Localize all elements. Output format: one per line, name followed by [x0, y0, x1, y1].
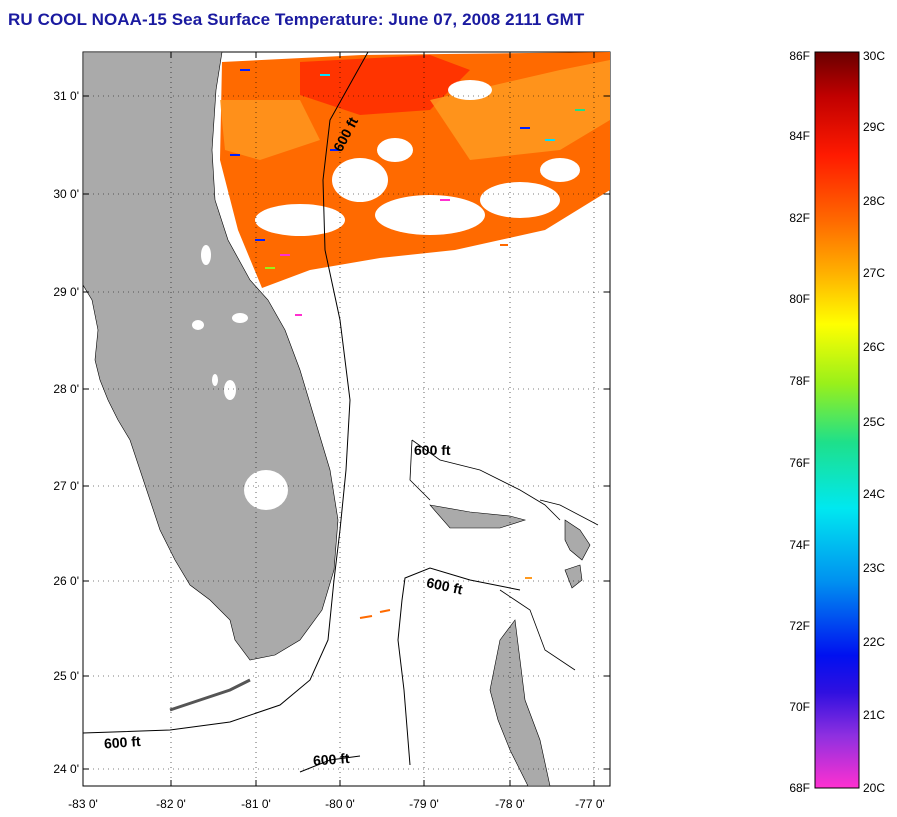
lon-label-78: -78 0'	[495, 797, 525, 811]
colorbar-c-22: 22C	[863, 635, 885, 649]
colorbar-f-78: 78F	[789, 374, 810, 388]
lat-label-25: 25 0'	[53, 669, 79, 683]
colorbar-f-84: 84F	[789, 129, 810, 143]
contour-label-bahamas-north: 600 ft	[414, 442, 451, 458]
colorbar-f-76: 76F	[789, 456, 810, 470]
colorbar-c-24: 24C	[863, 487, 885, 501]
colorbar-f-80: 80F	[789, 292, 810, 306]
map-title: RU COOL NOAA-15 Sea Surface Temperature:…	[8, 10, 585, 29]
colorbar-c-27: 27C	[863, 266, 885, 280]
lat-label-31: 31 0'	[53, 89, 79, 103]
colorbar-c-29: 29C	[863, 120, 885, 134]
lat-label-30: 30 0'	[53, 187, 79, 201]
colorbar-c-26: 26C	[863, 340, 885, 354]
tick-marks	[83, 52, 610, 786]
contour-label-south: 600 ft	[312, 750, 350, 769]
lon-label-77: -77 0'	[575, 797, 605, 811]
colorbar-c-28: 28C	[863, 194, 885, 208]
lon-label-83: -83 0'	[68, 797, 98, 811]
lat-label-29: 29 0'	[53, 285, 79, 299]
lakes	[192, 245, 288, 510]
lon-label-81: -81 0'	[241, 797, 271, 811]
colorbar-c-20: 20C	[863, 781, 885, 795]
colorbar-f-82: 82F	[789, 211, 810, 225]
bahamas-bank-outline	[409, 439, 599, 671]
sst-swath	[220, 52, 610, 619]
colorbar	[814, 51, 860, 789]
colorbar-f-86: 86F	[789, 49, 810, 63]
lat-label-28: 28 0'	[53, 382, 79, 396]
lon-label-79: -79 0'	[409, 797, 439, 811]
colorbar-f-74: 74F	[789, 538, 810, 552]
colorbar-f-70: 70F	[789, 700, 810, 714]
florida-keys	[169, 678, 251, 712]
lon-label-82: -82 0'	[156, 797, 186, 811]
lat-label-26: 26 0'	[53, 574, 79, 588]
lon-label-80: -80 0'	[325, 797, 355, 811]
colorbar-c-23: 23C	[863, 561, 885, 575]
bahamas-islands	[429, 504, 591, 786]
lat-label-27: 27 0'	[53, 479, 79, 493]
depth-contours	[83, 52, 521, 773]
colorbar-c-25: 25C	[863, 415, 885, 429]
contour-label-bahamas-south: 600 ft	[425, 574, 464, 597]
colorbar-c-21: 21C	[863, 708, 885, 722]
colorbar-f-68: 68F	[789, 781, 810, 795]
colorbar-f-72: 72F	[789, 619, 810, 633]
contour-label-west: 600 ft	[103, 733, 141, 752]
colorbar-c-30: 30C	[863, 49, 885, 63]
lat-label-24: 24 0'	[53, 762, 79, 776]
